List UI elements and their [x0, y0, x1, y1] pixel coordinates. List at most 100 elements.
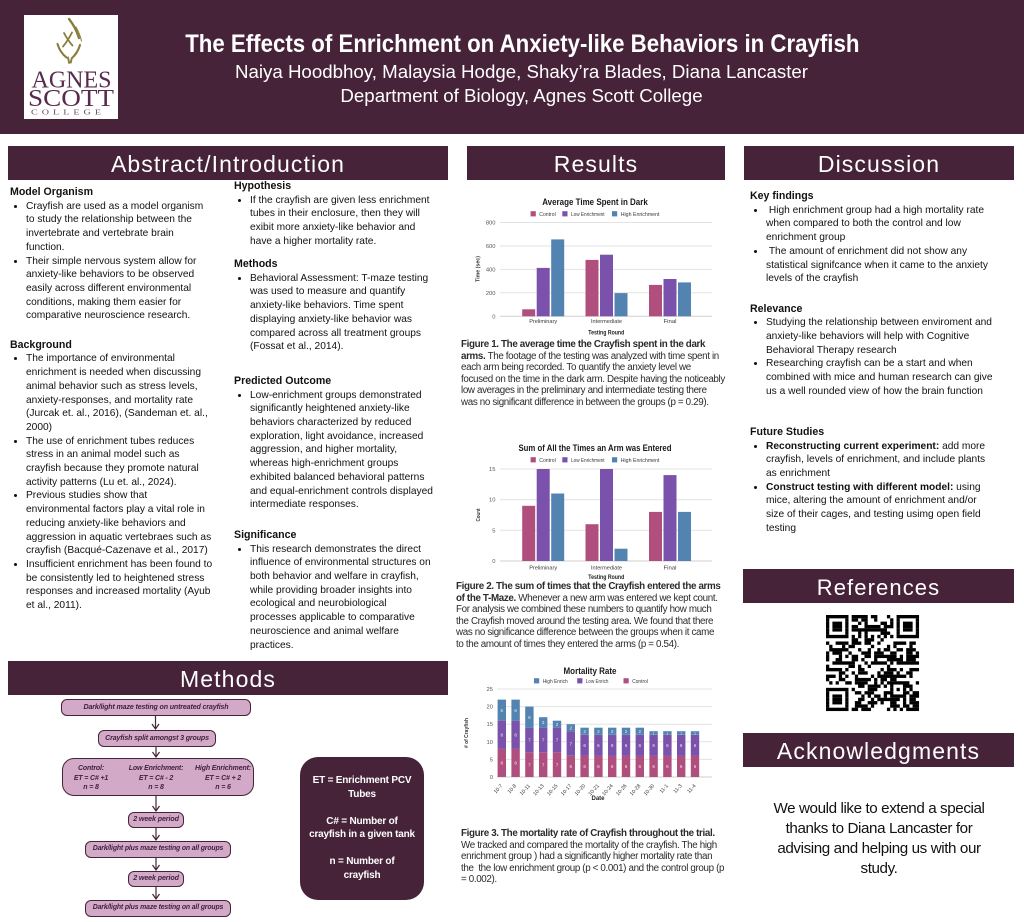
- svg-text:8: 8: [514, 761, 517, 766]
- svg-text:600: 600: [486, 244, 496, 250]
- svg-text:6: 6: [639, 764, 642, 769]
- svg-text:2: 2: [597, 729, 600, 734]
- svg-text:6: 6: [501, 708, 504, 713]
- svg-text:1: 1: [667, 732, 669, 736]
- svg-text:Preliminary: Preliminary: [529, 566, 557, 572]
- svg-text:6: 6: [583, 764, 586, 769]
- svg-text:20: 20: [487, 705, 493, 711]
- svg-text:10-11: 10-11: [519, 783, 532, 797]
- svg-text:10-13: 10-13: [532, 783, 545, 797]
- svg-text:Low Enrich: Low Enrich: [586, 679, 609, 685]
- svg-text:0: 0: [492, 559, 495, 565]
- svg-text:6: 6: [514, 708, 517, 713]
- svg-text:6: 6: [652, 764, 655, 769]
- svg-text:8: 8: [501, 733, 504, 738]
- svg-text:SCOTT: SCOTT: [28, 86, 114, 112]
- svg-text:8: 8: [514, 733, 517, 738]
- svg-text:High Enrich: High Enrich: [543, 679, 568, 685]
- svg-text:3: 3: [542, 720, 545, 725]
- svg-text:6: 6: [597, 764, 600, 769]
- svg-text:6: 6: [666, 764, 669, 769]
- svg-text:Low Enrichment: Low Enrichment: [571, 458, 605, 464]
- svg-text:10-26: 10-26: [615, 783, 628, 797]
- svg-text:2: 2: [583, 729, 586, 734]
- svg-text:Final: Final: [664, 566, 677, 572]
- svg-text:Final: Final: [664, 319, 677, 325]
- svg-text:7: 7: [570, 741, 573, 746]
- svg-text:Testing Round: Testing Round: [588, 331, 624, 337]
- svg-text:6: 6: [611, 764, 614, 769]
- svg-text:Low Enrichment: Low Enrichment: [571, 212, 605, 218]
- svg-text:6: 6: [680, 743, 683, 748]
- svg-text:6: 6: [625, 764, 628, 769]
- svg-text:25: 25: [487, 687, 493, 693]
- svg-text:Mortality Rate: Mortality Rate: [564, 666, 617, 676]
- svg-text:5: 5: [492, 528, 495, 534]
- svg-text:15: 15: [487, 722, 493, 728]
- svg-text:1: 1: [680, 732, 682, 736]
- svg-text:7: 7: [542, 762, 545, 767]
- svg-text:15: 15: [489, 467, 495, 473]
- svg-text:400: 400: [486, 267, 496, 273]
- svg-text:Preliminary: Preliminary: [529, 319, 557, 325]
- svg-text:10-7: 10-7: [493, 783, 504, 795]
- svg-text:7: 7: [528, 762, 531, 767]
- svg-text:6: 6: [611, 743, 614, 748]
- svg-text:10-30: 10-30: [643, 783, 656, 797]
- svg-text:10-15: 10-15: [546, 783, 559, 797]
- svg-text:6: 6: [694, 743, 697, 748]
- svg-text:10-20: 10-20: [574, 783, 587, 797]
- svg-text:6: 6: [666, 743, 669, 748]
- svg-text:Count: Count: [476, 508, 482, 521]
- svg-text:11-3: 11-3: [673, 783, 684, 795]
- svg-text:7: 7: [556, 762, 559, 767]
- svg-text:Control: Control: [539, 212, 555, 218]
- svg-text:Testing Round: Testing Round: [588, 575, 624, 581]
- svg-text:Average Time Spent in Dark: Average Time Spent in Dark: [542, 197, 648, 207]
- svg-text:Time (sec): Time (sec): [476, 256, 482, 282]
- svg-text:6: 6: [528, 715, 531, 720]
- svg-text:1: 1: [694, 732, 696, 736]
- svg-text:10-17: 10-17: [560, 783, 573, 797]
- svg-text:Control: Control: [632, 679, 648, 685]
- svg-text:8: 8: [501, 761, 504, 766]
- svg-text:6: 6: [652, 743, 655, 748]
- svg-text:800: 800: [486, 221, 496, 227]
- svg-text:Sum of All the Times an Arm wa: Sum of All the Times an Arm was Entered: [519, 443, 672, 453]
- svg-text:2: 2: [639, 729, 642, 734]
- svg-text:6: 6: [583, 743, 586, 748]
- svg-text:6: 6: [680, 764, 683, 769]
- svg-text:6: 6: [597, 743, 600, 748]
- svg-text:6: 6: [570, 764, 573, 769]
- svg-text:2: 2: [570, 725, 573, 730]
- svg-text:5: 5: [490, 757, 493, 763]
- svg-text:Date: Date: [592, 796, 606, 802]
- svg-text:2: 2: [556, 722, 559, 727]
- svg-text:2: 2: [611, 729, 614, 734]
- svg-text:10-28: 10-28: [629, 783, 642, 797]
- svg-text:0: 0: [492, 314, 495, 320]
- svg-text:2: 2: [625, 729, 628, 734]
- svg-text:11-4: 11-4: [686, 783, 697, 795]
- svg-text:7: 7: [528, 738, 531, 743]
- svg-text:10: 10: [489, 498, 495, 504]
- svg-text:Intermediate: Intermediate: [591, 566, 622, 572]
- svg-text:High Enrichment: High Enrichment: [621, 458, 660, 464]
- svg-text:COLLEGE: COLLEGE: [31, 108, 105, 117]
- svg-text:10-8: 10-8: [507, 783, 518, 795]
- svg-text:1: 1: [653, 732, 655, 736]
- svg-text:6: 6: [694, 764, 697, 769]
- svg-text:High Enrichment: High Enrichment: [621, 212, 660, 218]
- svg-text:6: 6: [625, 743, 628, 748]
- svg-text:7: 7: [556, 738, 559, 743]
- svg-text:11-1: 11-1: [659, 783, 670, 795]
- svg-text:AGNES: AGNES: [32, 68, 112, 94]
- svg-text:6: 6: [639, 743, 642, 748]
- svg-text:0: 0: [490, 775, 493, 781]
- svg-text:Intermediate: Intermediate: [591, 319, 622, 325]
- svg-text:# of Crayfish: # of Crayfish: [464, 718, 470, 748]
- svg-text:Control: Control: [539, 458, 555, 464]
- svg-text:200: 200: [486, 291, 496, 297]
- svg-text:7: 7: [542, 738, 545, 743]
- svg-text:10: 10: [487, 740, 493, 746]
